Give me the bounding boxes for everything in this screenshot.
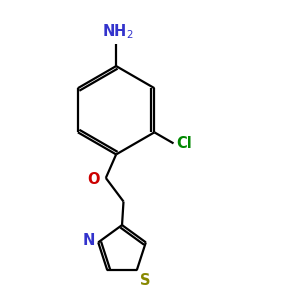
Text: NH$_2$: NH$_2$ bbox=[102, 22, 134, 41]
Text: Cl: Cl bbox=[176, 136, 192, 151]
Text: S: S bbox=[140, 273, 150, 288]
Text: O: O bbox=[87, 172, 99, 187]
Text: N: N bbox=[82, 233, 95, 248]
